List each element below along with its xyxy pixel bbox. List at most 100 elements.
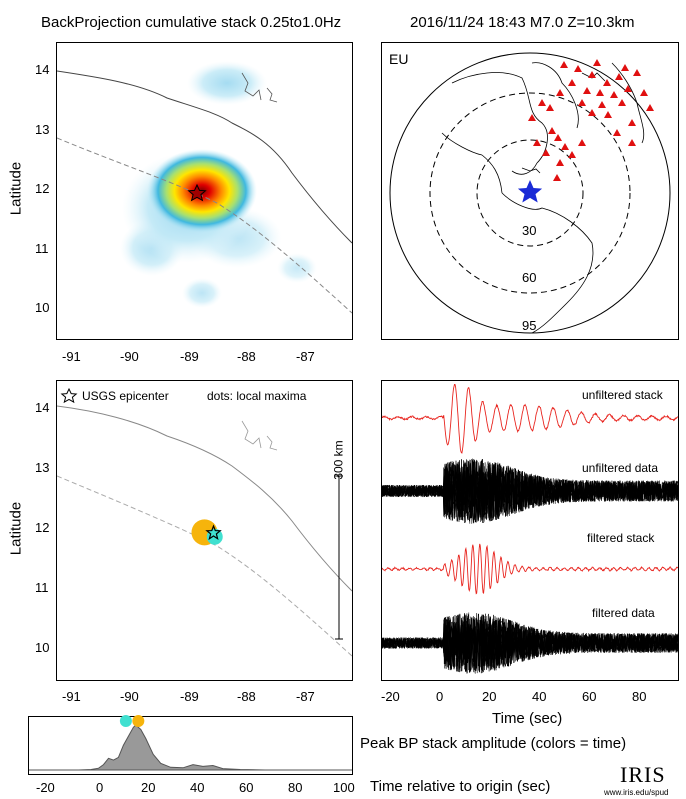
x-tick-label: 0 xyxy=(436,689,444,704)
x-tick-label: -91 xyxy=(62,349,81,364)
iris-logo[interactable]: IRIS xyxy=(620,762,666,787)
station-triangle-icon xyxy=(593,59,601,66)
station-triangle-icon xyxy=(538,99,546,106)
x-tick-label: -20 xyxy=(36,780,55,795)
station-triangle-icon xyxy=(610,91,618,98)
x-axis-label: Time (sec) xyxy=(492,710,563,727)
station-triangle-icon xyxy=(598,101,606,108)
epicenter-star-icon xyxy=(205,524,222,541)
station-triangle-icon xyxy=(528,114,536,121)
x-tick-label: 100 xyxy=(333,780,355,795)
station-triangle-icon xyxy=(628,139,636,146)
x-tick-label: 20 xyxy=(482,689,497,704)
peak-time-dot xyxy=(132,715,145,727)
x-tick-label: 60 xyxy=(582,689,597,704)
station-triangle-icon xyxy=(578,99,586,106)
station-triangle-icon xyxy=(624,85,632,92)
station-triangle-icon xyxy=(548,127,556,134)
amplitude-area xyxy=(29,724,352,771)
station-triangle-icon xyxy=(578,139,586,146)
trace-label: filtered stack xyxy=(587,531,655,545)
local-maxima-map: USGS epicenter dots: local maxima 300 km xyxy=(56,380,353,681)
station-triangle-icon xyxy=(574,65,582,72)
station-triangle-icon xyxy=(588,71,596,78)
x-tick-label: 0 xyxy=(96,780,104,795)
station-triangle-icon xyxy=(556,89,564,96)
x-tick-label: -88 xyxy=(237,349,256,364)
x-tick-label: 40 xyxy=(532,689,547,704)
station-triangle-icon xyxy=(583,87,591,94)
x-tick-label: -89 xyxy=(180,349,199,364)
peak-time-dot xyxy=(119,715,132,727)
trace-label: filtered data xyxy=(592,606,655,620)
peak-amplitude-timeline xyxy=(28,715,353,775)
station-triangle-icon xyxy=(618,99,626,106)
network-label: EU xyxy=(389,51,409,67)
station-triangle-icon xyxy=(646,104,654,111)
x-tick-label: -88 xyxy=(237,689,256,704)
distance-label: 60 xyxy=(522,270,537,285)
legend-dots: dots: local maxima xyxy=(207,389,307,403)
seismogram-trace xyxy=(382,458,678,524)
station-triangle-icon xyxy=(615,73,623,80)
station-triangle-icon xyxy=(596,89,604,96)
y-tick-label: 13 xyxy=(35,122,50,137)
x-tick-label: 80 xyxy=(288,780,303,795)
trace-label: unfiltered stack xyxy=(582,388,663,402)
distance-label: 30 xyxy=(522,223,537,238)
y-tick-label: 14 xyxy=(35,400,50,415)
x-tick-label: 20 xyxy=(141,780,156,795)
station-triangle-icon xyxy=(621,64,629,71)
iris-url[interactable]: www.iris.edu/spud xyxy=(604,788,669,797)
scale-label: 300 km xyxy=(331,440,346,480)
station-triangle-icon xyxy=(613,129,621,136)
station-triangle-icon xyxy=(568,151,576,158)
station-triangle-icon xyxy=(628,119,636,126)
station-triangle-icon xyxy=(546,104,554,111)
station-triangle-icon xyxy=(633,69,641,76)
y-tick-label: 11 xyxy=(35,241,49,256)
x-tick-label: -87 xyxy=(296,349,315,364)
station-triangle-icon xyxy=(553,174,561,181)
seismogram-trace xyxy=(382,613,678,674)
chart-title: BackProjection cumulative stack 0.25to1.… xyxy=(41,14,342,31)
station-triangle-icon xyxy=(588,109,596,116)
event-info: 2016/11/24 18:43 M7.0 Z=10.3km xyxy=(410,14,635,31)
x-tick-label: -87 xyxy=(296,689,315,704)
backprojection-map xyxy=(56,42,353,340)
station-triangle-icon xyxy=(556,159,564,166)
x-tick-label: 60 xyxy=(239,780,254,795)
distance-label: 95 xyxy=(522,318,537,333)
x-tick-label: -90 xyxy=(120,689,139,704)
y-axis-label: Latitude xyxy=(7,501,25,556)
station-triangle-icon xyxy=(542,149,550,156)
y-tick-label: 10 xyxy=(35,300,50,315)
y-tick-label: 11 xyxy=(35,580,49,595)
y-tick-label: 13 xyxy=(35,460,50,475)
legend-epicenter: USGS epicenter xyxy=(82,389,169,403)
station-triangle-icon xyxy=(560,61,568,68)
x-tick-label: -89 xyxy=(180,689,199,704)
trace-label: unfiltered data xyxy=(582,461,659,475)
station-triangle-icon xyxy=(640,89,648,96)
y-tick-label: 12 xyxy=(35,520,50,535)
seismogram-panel: unfiltered stack unfiltered data filtere… xyxy=(381,380,679,681)
station-triangle-icon xyxy=(568,79,576,86)
y-tick-label: 12 xyxy=(35,181,50,196)
station-triangle-icon xyxy=(533,139,541,146)
y-tick-label: 14 xyxy=(35,62,50,77)
y-tick-label: 10 xyxy=(35,640,50,655)
station-triangle-icon xyxy=(561,143,569,150)
x-tick-label: 40 xyxy=(190,780,205,795)
timeline-x-axis-label: Time relative to origin (sec) xyxy=(370,778,551,795)
x-tick-label: -90 xyxy=(120,349,139,364)
seismogram-trace xyxy=(382,383,678,454)
station-triangle-icon xyxy=(554,134,562,141)
seismogram-trace xyxy=(382,543,678,595)
station-globe: EU 30 60 95 xyxy=(381,42,679,340)
y-axis-label: Latitude xyxy=(7,161,25,216)
timeline-caption: Peak BP stack amplitude (colors = time) xyxy=(360,735,627,752)
x-tick-label: -91 xyxy=(62,689,81,704)
station-triangle-icon xyxy=(604,111,612,118)
epicenter-star-icon xyxy=(517,180,543,203)
